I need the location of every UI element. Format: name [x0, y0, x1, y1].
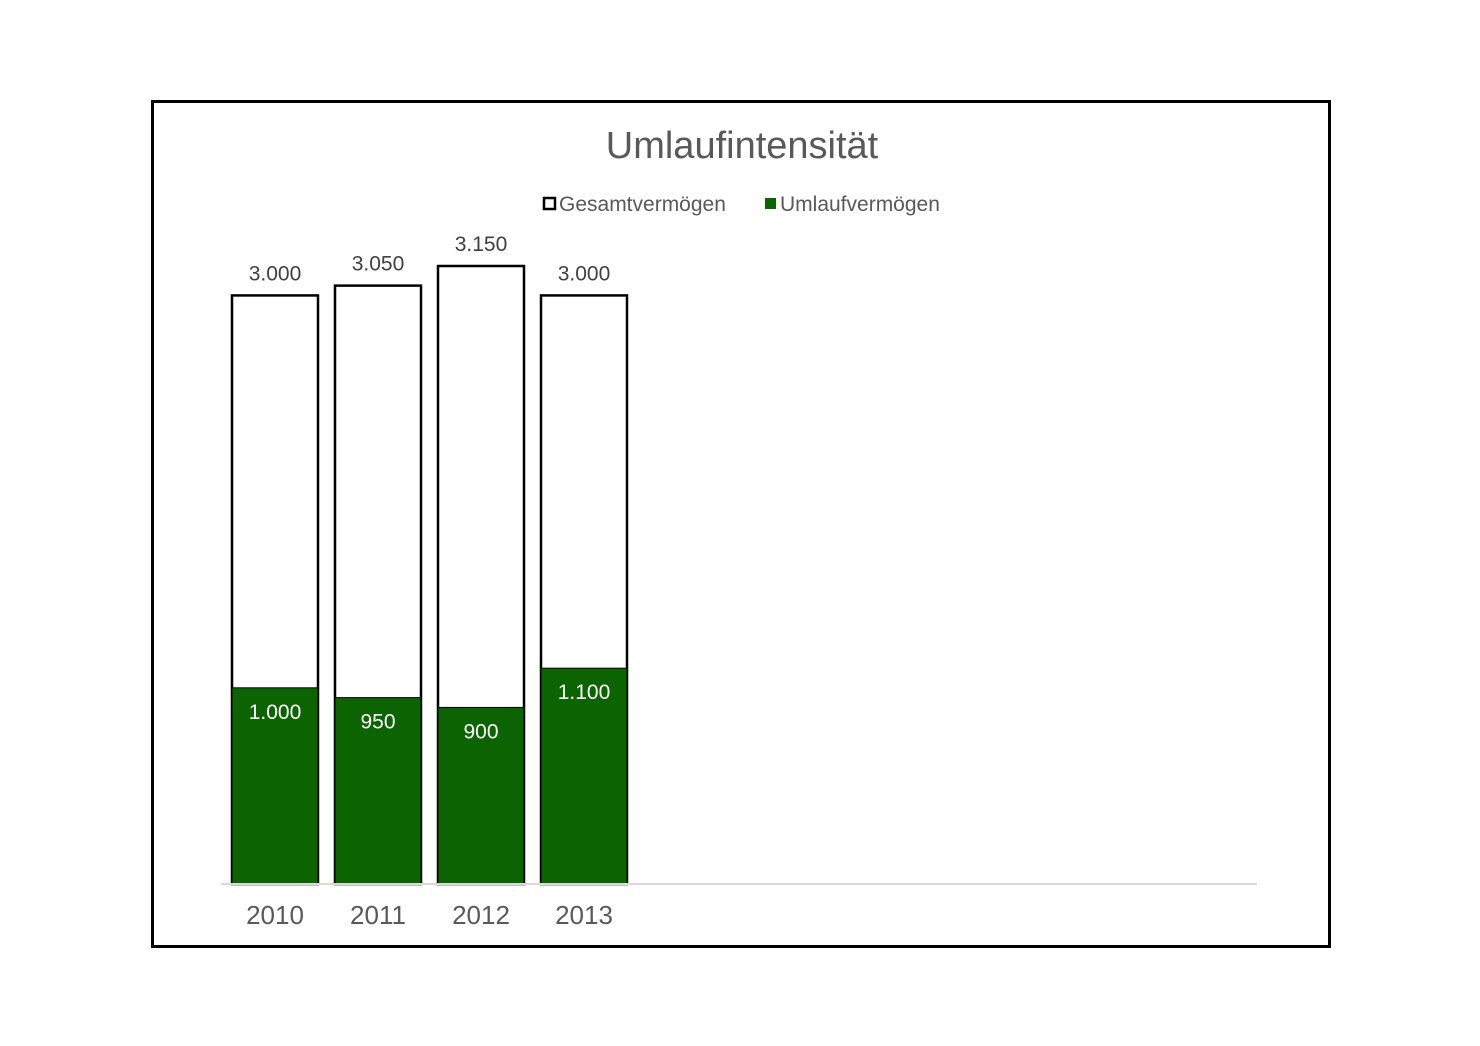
chart-frame: Umlaufintensität Gesamtvermögen Umlaufve… — [151, 100, 1331, 948]
chart-svg: Umlaufintensität Gesamtvermögen Umlaufve… — [221, 125, 1257, 930]
data-label-umlaufvermoegen-2010: 1.000 — [249, 701, 302, 724]
bar-umlaufvermoegen-2012 — [437, 706, 525, 885]
x-tick-label-2013: 2013 — [555, 900, 613, 930]
legend-swatch-umlaufvermoegen — [765, 198, 776, 209]
bar-umlaufvermoegen-2010 — [231, 687, 319, 885]
labels-group: 3.000 1.000 2010 3.050 950 2011 3.150 900 2012 3.… — [246, 233, 613, 930]
legend-swatch-gesamtvermoegen — [542, 196, 557, 211]
chart-title: Umlaufintensität — [606, 125, 879, 167]
bars-group — [230, 264, 629, 886]
data-label-umlaufvermoegen-2013: 1.100 — [558, 681, 611, 704]
legend: Gesamtvermögen Umlaufvermögen — [542, 193, 940, 216]
data-label-gesamtvermoegen-2012: 3.150 — [455, 233, 508, 256]
legend-label-gesamtvermoegen: Gesamtvermögen — [559, 193, 726, 216]
x-tick-label-2010: 2010 — [246, 900, 304, 930]
x-tick-label-2011: 2011 — [350, 900, 406, 930]
data-label-gesamtvermoegen-2011: 3.050 — [352, 253, 405, 276]
legend-label-umlaufvermoegen: Umlaufvermögen — [780, 193, 940, 216]
data-label-umlaufvermoegen-2012: 900 — [463, 720, 498, 743]
data-label-umlaufvermoegen-2011: 950 — [360, 711, 395, 734]
bar-umlaufvermoegen-2013 — [540, 667, 628, 885]
x-tick-label-2012: 2012 — [452, 900, 510, 930]
data-label-gesamtvermoegen-2010: 3.000 — [249, 262, 302, 285]
data-label-gesamtvermoegen-2013: 3.000 — [558, 262, 611, 285]
bar-umlaufvermoegen-2011 — [334, 697, 422, 885]
